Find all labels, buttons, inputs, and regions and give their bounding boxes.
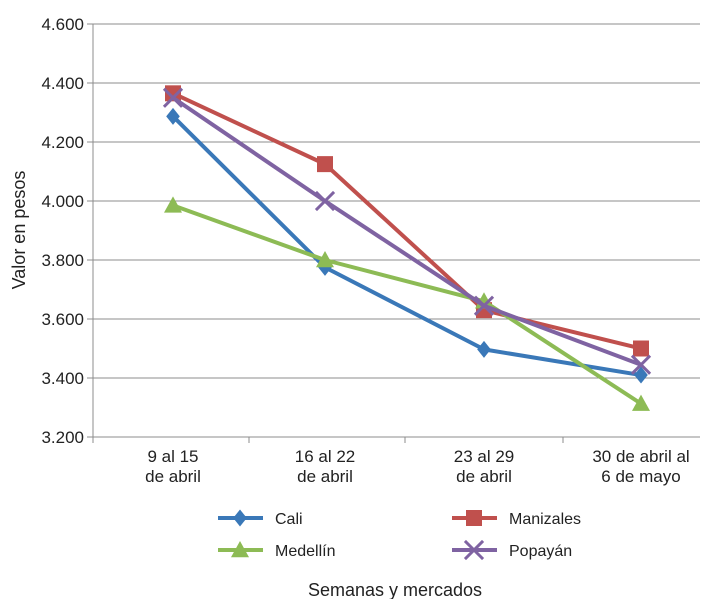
data-point [164,196,182,213]
legend-marker [233,509,247,527]
series-line [172,203,643,406]
series-line [172,91,642,351]
legend-label: Cali [275,511,303,528]
data-point [317,156,333,173]
data-point [316,251,334,268]
legend-item: Medellín [218,541,335,560]
series-layer [162,85,652,411]
data-point [633,340,649,357]
y-tick-label: 4.000 [41,192,84,211]
series-line [171,96,642,367]
data-point [314,190,336,212]
legend-marker [466,510,482,526]
y-tick-label: 3.200 [41,428,84,447]
data-point [477,340,491,358]
legend-label: Manizales [509,511,581,528]
y-tick-label: 3.600 [41,310,84,329]
axes [87,23,564,443]
legend: Cali Manizales Medellín Popayán [218,509,581,561]
y-tick-label: 4.400 [41,74,84,93]
data-point [166,107,180,125]
y-tick-label: 4.200 [41,133,84,152]
x-tick-label: 16 al 22 de abril [295,447,356,486]
data-point [634,366,648,384]
y-tick-label: 4.600 [41,15,84,34]
y-tick-label: 3.400 [41,369,84,388]
legend-marker [231,541,249,558]
data-point [473,295,495,316]
legend-item: Popayán [452,539,572,561]
legend-label: Popayán [509,543,572,560]
y-axis-title: Valor en pesos [9,171,29,290]
x-tick-label: 9 al 15 de abril [145,447,201,486]
series-line [171,114,642,378]
x-axis-title: Semanas y mercados [308,580,482,599]
x-tick-label: 30 de abril al 6 de mayo [592,447,689,486]
data-point [162,87,184,108]
x-tick-label: 23 al 29 de abril [454,447,515,486]
legend-item: Manizales [452,510,581,528]
series-medell-n [164,196,650,411]
legend-marker [463,539,485,561]
series-popay-n [162,87,652,375]
legend-label: Medellín [275,543,335,560]
data-point [632,394,650,411]
series-manizales [165,85,649,357]
grid [93,23,700,438]
tick-labels: 3.200 3.400 3.600 3.800 4.000 4.200 4.400 4.600… [41,15,689,486]
legend-item: Cali [218,509,303,528]
data-point [165,85,181,102]
y-tick-label: 3.800 [41,251,84,270]
data-point [630,354,652,375]
